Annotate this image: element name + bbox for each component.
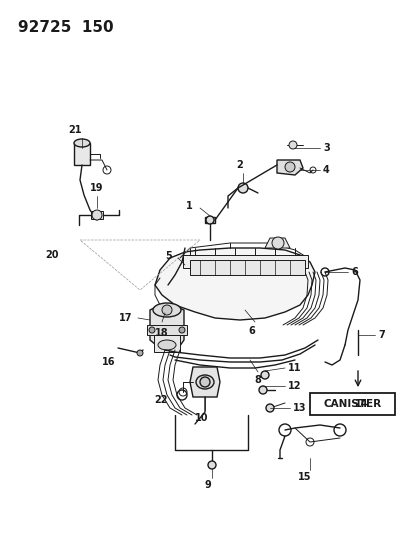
Text: 22: 22: [154, 395, 168, 405]
Polygon shape: [190, 260, 304, 275]
Circle shape: [178, 327, 185, 333]
Polygon shape: [150, 305, 183, 350]
Circle shape: [207, 461, 216, 469]
Polygon shape: [74, 143, 90, 165]
Ellipse shape: [195, 375, 214, 389]
Polygon shape: [276, 160, 302, 175]
Polygon shape: [204, 217, 214, 223]
Text: 92725  150: 92725 150: [18, 20, 113, 35]
Ellipse shape: [74, 139, 90, 147]
Polygon shape: [264, 238, 289, 248]
Circle shape: [237, 183, 247, 193]
FancyBboxPatch shape: [309, 393, 394, 415]
Circle shape: [161, 305, 171, 315]
Text: 15: 15: [297, 472, 311, 482]
Text: 21: 21: [68, 125, 81, 135]
Ellipse shape: [158, 340, 176, 350]
Text: CANISTER: CANISTER: [323, 399, 381, 409]
Text: 17: 17: [118, 313, 132, 323]
Text: 1: 1: [186, 201, 192, 211]
Circle shape: [288, 141, 296, 149]
Text: 5: 5: [165, 251, 171, 261]
Text: 13: 13: [292, 403, 306, 413]
Text: 19: 19: [90, 183, 104, 193]
Circle shape: [149, 327, 154, 333]
Text: 14: 14: [354, 399, 368, 409]
Text: 2: 2: [236, 160, 243, 170]
Text: 11: 11: [287, 363, 301, 373]
Circle shape: [206, 216, 214, 224]
Text: 8: 8: [254, 375, 261, 385]
Circle shape: [260, 371, 268, 379]
Ellipse shape: [153, 303, 180, 317]
Text: 7: 7: [377, 330, 384, 340]
Text: 10: 10: [195, 413, 208, 423]
Circle shape: [266, 404, 273, 412]
Text: 20: 20: [45, 250, 59, 260]
Polygon shape: [183, 255, 307, 268]
Text: 18: 18: [155, 328, 169, 338]
Circle shape: [271, 237, 283, 249]
Text: 9: 9: [204, 480, 211, 490]
Circle shape: [137, 350, 142, 356]
Text: 16: 16: [101, 357, 115, 367]
Text: 3: 3: [322, 143, 329, 153]
Text: 6: 6: [248, 326, 255, 336]
Polygon shape: [154, 248, 314, 320]
Circle shape: [92, 210, 102, 220]
Circle shape: [259, 386, 266, 394]
Polygon shape: [147, 325, 187, 335]
Text: 12: 12: [287, 381, 301, 391]
Text: 6: 6: [350, 267, 357, 277]
Polygon shape: [190, 367, 219, 397]
Circle shape: [199, 377, 209, 387]
Polygon shape: [91, 211, 103, 219]
Circle shape: [284, 162, 294, 172]
Text: 4: 4: [322, 165, 329, 175]
Polygon shape: [154, 335, 180, 352]
